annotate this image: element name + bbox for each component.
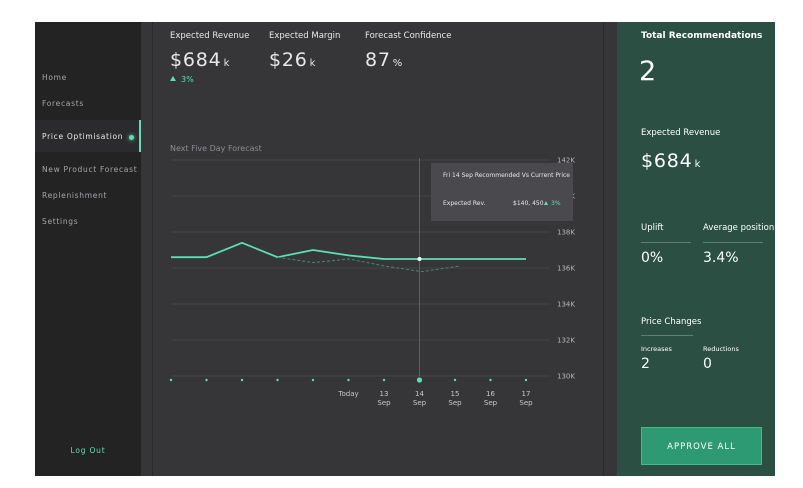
price-changes-divider — [641, 335, 693, 336]
sidebar-item-price-optimisation-label: Price Optimisation — [42, 132, 124, 141]
recommendations-panel: Total Recommendations 2 Expected Revenue… — [617, 22, 775, 476]
active-indicator-dot — [129, 134, 135, 140]
kpi-value: 87% — [365, 49, 451, 71]
x-axis-point — [311, 378, 315, 382]
kpi-unit: k — [309, 58, 317, 69]
kpi-number: $684 — [170, 49, 222, 71]
tooltip-label: Expected Rev. — [443, 200, 486, 207]
tooltip-change: 3% — [544, 200, 561, 207]
y-tick-label: 132K — [557, 337, 575, 345]
chart-title: Next Five Day Forecast — [170, 144, 262, 153]
x-axis-point — [489, 378, 492, 382]
approve-all-button[interactable]: APPROVE ALL — [641, 427, 762, 465]
sidebar: Home Forecasts Price Optimisation New Pr… — [35, 22, 141, 476]
content-divider-right — [603, 22, 604, 476]
kpi-expected-margin: Expected Margin $26 k — [269, 31, 340, 71]
chart-tooltip: Fri 14 Sep Recommended Vs Current Price … — [431, 163, 573, 221]
kpi-label: Expected Margin — [269, 31, 341, 41]
tooltip-title: Fri 14 Sep Recommended Vs Current Price — [443, 172, 570, 179]
kpi-unit: k — [223, 58, 231, 69]
kpi-change-value: 3% — [181, 75, 194, 84]
up-arrow-icon — [544, 201, 548, 205]
price-changes-label: Price Changes — [641, 317, 702, 327]
uplift-label: Uplift — [641, 223, 664, 233]
sidebar-item-settings[interactable]: Settings — [42, 217, 79, 226]
x-axis-point — [240, 378, 244, 382]
panel-revenue-number: $684 — [641, 150, 693, 172]
kpi-number: 87 — [365, 49, 391, 71]
kpi-value: $26 k — [269, 49, 340, 71]
panel-revenue-label: Expected Revenue — [641, 128, 721, 138]
y-tick-label: 138K — [557, 229, 575, 237]
increases-value: 2 — [641, 356, 650, 372]
kpi-change: 3% — [170, 75, 249, 84]
kpi-label: Expected Revenue — [170, 31, 250, 41]
total-recommendations-label: Total Recommendations — [641, 31, 763, 41]
selected-point — [417, 257, 422, 261]
kpi-forecast-confidence: Forecast Confidence 87% — [365, 31, 451, 71]
kpi-expected-revenue: Expected Revenue $684 k 3% — [170, 31, 249, 84]
x-tick-label: 16 Sep — [484, 390, 498, 407]
x-axis-point — [347, 378, 350, 382]
kpi-value: $684 k — [170, 49, 249, 71]
tooltip-change-value: 3% — [551, 200, 561, 207]
y-tick-label: 136K — [557, 265, 575, 273]
kpi-label: Forecast Confidence — [365, 31, 452, 41]
reductions-label: Reductions — [703, 345, 739, 353]
x-axis-point — [205, 378, 208, 382]
sidebar-item-replenishment[interactable]: Replenishment — [42, 191, 108, 200]
up-arrow-icon — [170, 76, 176, 81]
x-axis-point — [276, 378, 279, 382]
tooltip-value: $140, 450 — [513, 200, 544, 207]
increases-label: Increases — [641, 345, 672, 353]
logout-link[interactable]: Log Out — [70, 446, 106, 455]
sidebar-item-new-product-forecast[interactable]: New Product Forecast — [42, 165, 138, 174]
x-axis-point — [382, 378, 386, 382]
x-axis-point — [169, 378, 173, 382]
current-price-series-line — [277, 256, 459, 273]
uplift-value: 0% — [641, 250, 664, 266]
sidebar-item-home[interactable]: Home — [42, 73, 67, 82]
x-tick-label: Today — [337, 390, 358, 398]
average-position-divider — [703, 242, 763, 243]
x-axis-point — [416, 377, 423, 383]
content-divider-left — [152, 22, 153, 476]
x-tick-label: 17 Sep — [519, 390, 533, 407]
reductions-value: 0 — [703, 356, 712, 372]
x-tick-label: 13 Sep — [377, 390, 391, 407]
x-axis-point — [453, 378, 457, 382]
panel-revenue-value: $684 k — [641, 150, 701, 172]
recommended-price-series-line — [171, 241, 526, 260]
app-window: Home Forecasts Price Optimisation New Pr… — [35, 22, 775, 476]
x-tick-label: 15 Sep — [448, 390, 462, 407]
y-tick-label: 130K — [557, 373, 575, 381]
average-position-label: Average position — [703, 223, 775, 233]
y-tick-label: 142K — [557, 157, 575, 165]
x-tick-label: 14 Sep — [413, 390, 427, 407]
y-tick-label: 134K — [557, 301, 575, 309]
sidebar-item-label: Price Optimisation — [42, 132, 135, 141]
average-position-value: 3.4% — [703, 250, 739, 266]
forecast-chart: 130K132K134K136K138K140K142KToday13Sep14… — [169, 157, 575, 407]
total-recommendations-value: 2 — [639, 56, 657, 87]
sidebar-item-forecasts[interactable]: Forecasts — [42, 99, 84, 108]
x-axis-point — [524, 378, 528, 382]
uplift-divider — [641, 242, 691, 243]
kpi-number: $26 — [269, 49, 308, 71]
kpi-unit: % — [392, 58, 404, 69]
panel-revenue-unit: k — [694, 159, 702, 170]
sidebar-item-price-optimisation[interactable]: Price Optimisation — [35, 120, 141, 152]
active-indicator-bar — [139, 120, 141, 152]
